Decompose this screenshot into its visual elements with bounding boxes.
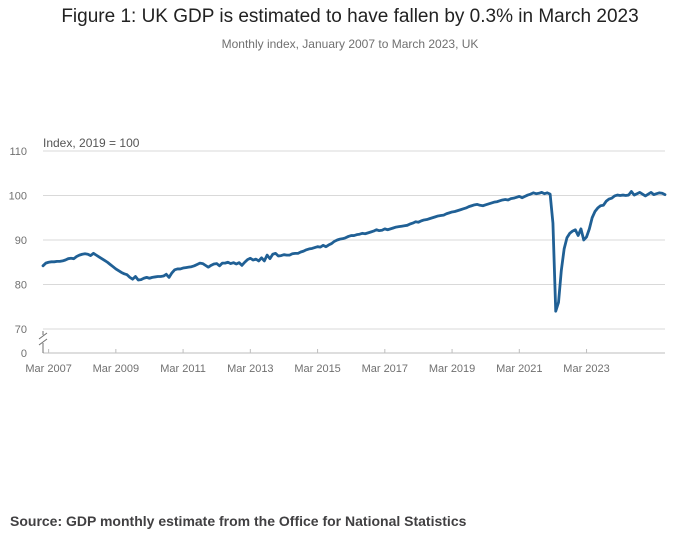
y-axis-tick-labels: 110 100 90 80 70 0 (9, 146, 27, 360)
x-tick-label: Mar 2019 (429, 363, 475, 375)
y-axis-label: Index, 2019 = 100 (43, 136, 140, 150)
y-tick-label: 110 (9, 146, 27, 158)
x-tick-label: Mar 2013 (227, 363, 273, 375)
x-tick-label: Mar 2023 (563, 363, 609, 375)
x-axis-tick-labels: Mar 2007 Mar 2009 Mar 2011 Mar 2013 Mar 2015… (25, 349, 610, 375)
x-tick-label: Mar 2015 (294, 363, 340, 375)
x-tick-label: Mar 2017 (362, 363, 408, 375)
gdp-index-line (41, 190, 667, 313)
source-note: Source: GDP monthly estimate from the Of… (10, 513, 467, 529)
axes (38, 331, 665, 354)
x-tick-label: Mar 2021 (496, 363, 542, 375)
x-tick-label: Mar 2011 (160, 363, 206, 375)
y-tick-label: 70 (15, 324, 27, 336)
x-tick-label: Mar 2007 (25, 363, 71, 375)
series-layer (41, 190, 667, 313)
y-tick-label: 80 (15, 280, 27, 292)
chart-subtitle: Monthly index, January 2007 to March 202… (221, 37, 479, 51)
x-tick-label: Mar 2009 (93, 363, 139, 375)
y-tick-label: 100 (9, 191, 27, 203)
axis-break-mark (38, 332, 48, 340)
axis-break-mark (38, 338, 48, 346)
chart-title: Figure 1: UK GDP is estimated to have fa… (61, 6, 639, 27)
y-tick-label: 90 (15, 235, 27, 247)
y-tick-label-zero: 0 (21, 348, 27, 360)
gridlines (43, 150, 665, 330)
